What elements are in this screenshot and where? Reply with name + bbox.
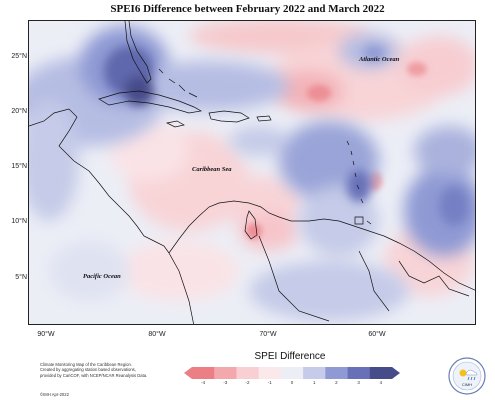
- credits-text: Climate Monitoring Map of the Caribbean …: [40, 362, 160, 378]
- legend-tick-label: -3: [223, 380, 228, 385]
- map-panel: Atlantic Ocean Caribbean Sea Pacific Oce…: [28, 20, 476, 325]
- legend-tick-label: 3: [357, 380, 360, 385]
- legend-tick-label: 1: [312, 380, 316, 385]
- credits-date: ©IMH Apr-2022: [40, 392, 69, 397]
- lat-tick-15n: 15°N: [11, 163, 27, 170]
- rain-icon: [467, 376, 476, 381]
- legend-title: SPEI Difference: [254, 351, 326, 362]
- legend-swatch: [214, 367, 237, 379]
- legend-swatch: [236, 367, 259, 379]
- legend-tick-label: 2: [335, 380, 338, 385]
- legend-colorbar: [184, 367, 400, 379]
- legend-swatch: [192, 367, 215, 379]
- legend-tick-label: -2: [245, 380, 250, 385]
- legend-swatches: [192, 367, 393, 379]
- pacific-ocean-label: Pacific Ocean: [83, 273, 121, 280]
- map-title: SPEI6 Difference between February 2022 a…: [110, 3, 385, 15]
- caribbean-sea-label: Caribbean Sea: [192, 166, 232, 173]
- legend-swatch: [280, 367, 304, 379]
- lon-tick-70w: 70°W: [259, 331, 277, 338]
- credits-line-2: Created by aggregating station based obs…: [40, 367, 136, 373]
- legend-swatch: [325, 367, 348, 379]
- lon-tick-60w: 60°W: [368, 331, 386, 338]
- legend-swatch: [303, 367, 326, 379]
- lat-tick-25n: 25°N: [11, 53, 27, 60]
- legend-tick-label: -4: [201, 380, 206, 385]
- lon-tick-80w: 80°W: [148, 331, 166, 338]
- lat-tick-5n: 5°N: [15, 274, 27, 281]
- cimh-logo: CIMH: [448, 357, 486, 395]
- lon-tick-90w: 90°W: [37, 331, 55, 338]
- lat-tick-10n: 10°N: [11, 218, 27, 225]
- logo-text: CIMH: [462, 382, 472, 387]
- legend-arrow-left: [184, 367, 192, 379]
- cloud-icon: [465, 369, 478, 376]
- credits-line-3: provided by CariCOF, with NCEP/NCAR Rean…: [40, 372, 148, 378]
- legend-tick-label: -1: [267, 380, 272, 385]
- sun-icon: [459, 369, 467, 377]
- credits-line-1: Climate Monitoring Map of the Caribbean …: [40, 362, 132, 367]
- legend-tick-label: 4: [379, 380, 383, 385]
- spei-map: Atlantic Ocean Caribbean Sea Pacific Oce…: [29, 21, 475, 324]
- legend-swatch: [347, 367, 371, 379]
- atlantic-ocean-label: Atlantic Ocean: [358, 56, 400, 63]
- legend-swatch: [369, 367, 393, 379]
- lat-tick-20n: 20°N: [11, 108, 27, 115]
- coastlines: [29, 21, 475, 324]
- legend-tick-label: 0: [290, 380, 294, 385]
- legend-arrow-right: [392, 367, 400, 379]
- legend-swatch: [258, 367, 282, 379]
